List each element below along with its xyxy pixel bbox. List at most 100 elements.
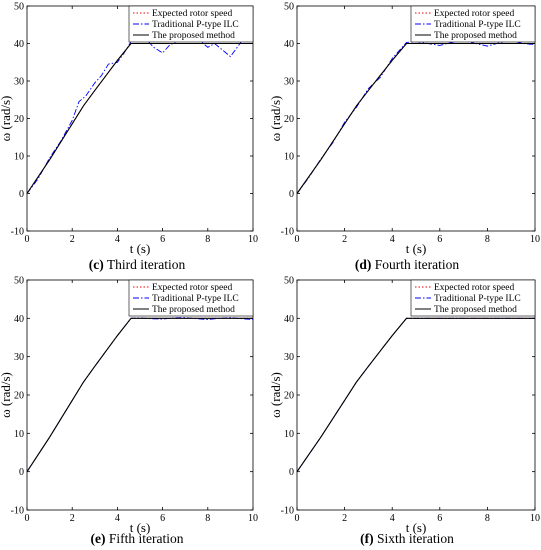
y-tick-label: 50 <box>284 276 294 287</box>
legend-entry: Traditional P-type ILC <box>152 20 239 30</box>
legend-entry: Traditional P-type ILC <box>434 294 521 304</box>
caption-c: (c) Third iteration <box>2 257 272 273</box>
legend-entry: The proposed method <box>152 31 235 41</box>
legend-entry: The proposed method <box>434 31 517 41</box>
legend-box <box>410 279 536 317</box>
x-axis-label: t (s) <box>406 241 427 256</box>
caption-d: (d) Fourth iteration <box>272 257 541 273</box>
x-tick-label: 6 <box>437 513 442 524</box>
y-tick-label: 50 <box>284 2 294 13</box>
x-tick-label: 8 <box>485 234 490 245</box>
legend-entry: Traditional P-type ILC <box>434 20 521 30</box>
series-line-solid <box>26 317 253 473</box>
caption-e: (e) Fifth iteration <box>2 531 272 547</box>
y-tick-label: -10 <box>11 227 24 238</box>
x-tick-label: 10 <box>530 234 540 245</box>
x-tick-label: 2 <box>342 234 347 245</box>
caption-letter: (e) <box>90 531 106 546</box>
x-tick-label: 6 <box>160 513 165 524</box>
series-line-dashdot <box>26 317 254 472</box>
y-tick-label: 50 <box>14 2 24 13</box>
x-tick-label: 10 <box>530 513 540 524</box>
series-line-dotted <box>26 43 253 194</box>
y-axis-label: ω (rad/s) <box>268 372 283 418</box>
y-tick-label: 50 <box>14 276 24 287</box>
x-tick-label: 10 <box>248 513 258 524</box>
legend-entry: Traditional P-type ILC <box>152 294 239 304</box>
y-axis-label: ω (rad/s) <box>0 372 13 418</box>
x-axis-label: t (s) <box>130 241 151 256</box>
x-tick-label: 0 <box>295 234 300 245</box>
caption-text: Fifth iteration <box>108 531 184 546</box>
x-tick-label: 2 <box>70 513 75 524</box>
y-tick-label: 40 <box>14 314 24 325</box>
series-line-dotted <box>296 43 535 194</box>
x-tick-label: 8 <box>205 234 210 245</box>
series-line-solid <box>296 42 535 194</box>
y-tick-label: -10 <box>281 227 294 238</box>
legend-entry: The proposed method <box>152 305 235 315</box>
y-tick-label: 10 <box>14 152 24 163</box>
caption-f: (f) Sixth iteration <box>272 531 541 547</box>
caption-letter: (f) <box>360 531 374 546</box>
x-tick-label: 8 <box>205 513 210 524</box>
y-tick-label: 10 <box>284 152 294 163</box>
y-tick-label: 30 <box>284 77 294 88</box>
legend-box <box>410 5 536 43</box>
legend-entry: Expected rotor speed <box>152 283 232 293</box>
x-tick-label: 0 <box>295 513 300 524</box>
y-tick-label: 10 <box>284 429 294 440</box>
caption-text: Third iteration <box>106 257 186 272</box>
x-tick-label: 2 <box>342 513 347 524</box>
y-tick-label: 0 <box>289 189 294 200</box>
legend-entry: Expected rotor speed <box>434 9 514 19</box>
y-tick-label: 30 <box>14 77 24 88</box>
series-line-solid <box>26 42 253 194</box>
x-tick-label: 6 <box>160 234 165 245</box>
y-tick-label: 40 <box>284 39 294 50</box>
x-tick-label: 10 <box>248 234 258 245</box>
x-axis-label: t (s) <box>130 520 151 535</box>
y-axis-label: ω (rad/s) <box>0 96 13 142</box>
y-tick-label: 20 <box>284 114 294 125</box>
x-tick-label: 4 <box>390 234 395 245</box>
legend-entry: The proposed method <box>434 305 517 315</box>
caption-letter: (d) <box>354 257 372 272</box>
caption-letter: (c) <box>88 257 104 272</box>
x-tick-label: 0 <box>25 513 30 524</box>
y-tick-label: 20 <box>14 391 24 402</box>
y-tick-label: 40 <box>14 39 24 50</box>
y-tick-label: 0 <box>19 189 24 200</box>
series-line-dashdot <box>296 40 536 194</box>
series-line-dotted <box>26 317 253 472</box>
y-tick-label: 0 <box>19 467 24 478</box>
x-axis-label: t (s) <box>406 520 427 535</box>
y-tick-label: 30 <box>284 352 294 363</box>
series-line-dashdot <box>26 35 254 194</box>
x-tick-label: 2 <box>70 234 75 245</box>
y-tick-label: 40 <box>284 314 294 325</box>
legend-entry: Expected rotor speed <box>152 9 232 19</box>
y-tick-label: 20 <box>14 114 24 125</box>
x-tick-label: 6 <box>437 234 442 245</box>
x-tick-label: 8 <box>485 513 490 524</box>
legend-box <box>128 279 254 317</box>
y-tick-label: 20 <box>284 391 294 402</box>
y-tick-label: 0 <box>289 467 294 478</box>
x-tick-label: 0 <box>25 234 30 245</box>
y-tick-label: 10 <box>14 429 24 440</box>
caption-text: Fourth iteration <box>374 257 460 272</box>
series-line-dotted <box>296 317 535 472</box>
y-axis-label: ω (rad/s) <box>268 96 283 142</box>
x-tick-label: 4 <box>115 513 120 524</box>
x-tick-label: 4 <box>390 513 395 524</box>
series-line-dashdot <box>296 317 535 472</box>
caption-text: Sixth iteration <box>377 531 454 546</box>
y-tick-label: -10 <box>11 506 24 517</box>
